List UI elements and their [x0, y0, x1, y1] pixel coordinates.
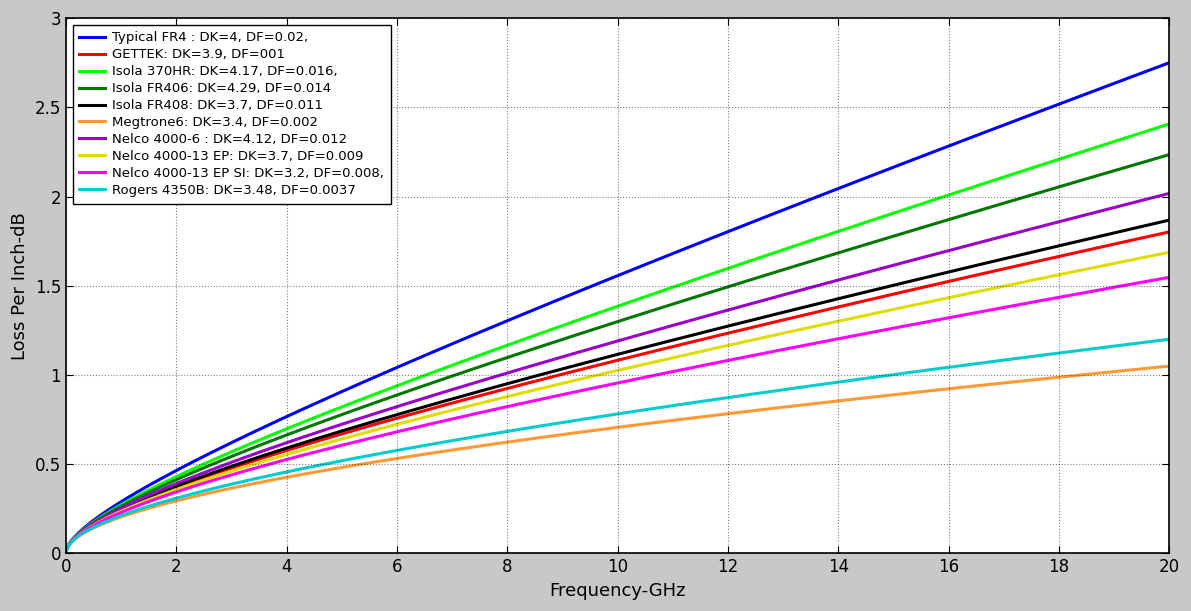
Megtrone6: DK=3.4, DF=0.002: (9.5, 0.687): DK=3.4, DF=0.002: (9.5, 0.687): [584, 427, 598, 434]
Rogers 4350B: DK=3.48, DF=0.0037: (8.4, 0.704): DK=3.48, DF=0.0037: (8.4, 0.704): [523, 424, 537, 431]
Isola FR406: DK=4.29, DF=0.014: (8.4, 1.14): DK=4.29, DF=0.014: (8.4, 1.14): [523, 346, 537, 354]
Typical FR4 : DK=4, DF=0.02,: (0, 0): DK=4, DF=0.02,: (0, 0): [58, 550, 73, 557]
Isola 370HR: DK=4.17, DF=0.016,: (20, 2.41): DK=4.17, DF=0.016,: (20, 2.41): [1162, 120, 1177, 128]
Typical FR4 : DK=4, DF=0.02,: (19.4, 2.68): DK=4, DF=0.02,: (19.4, 2.68): [1128, 71, 1142, 79]
Nelco 4000-6 : DK=4.12, DF=0.012: (18.4, 1.89): DK=4.12, DF=0.012: (18.4, 1.89): [1073, 213, 1087, 220]
Isola 370HR: DK=4.17, DF=0.016,: (18.4, 2.25): DK=4.17, DF=0.016,: (18.4, 2.25): [1073, 148, 1087, 156]
Typical FR4 : DK=4, DF=0.02,: (9.5, 1.49): DK=4, DF=0.02,: (9.5, 1.49): [584, 283, 598, 290]
Nelco 4000-13 EP: DK=3.7, DF=0.009: (0, 0): DK=3.7, DF=0.009: (0, 0): [58, 550, 73, 557]
Rogers 4350B: DK=3.48, DF=0.0037: (9.5, 0.758): DK=3.48, DF=0.0037: (9.5, 0.758): [584, 414, 598, 422]
Isola FR408: DK=3.7, DF=0.011: (9.5, 1.08): DK=3.7, DF=0.011: (9.5, 1.08): [584, 358, 598, 365]
Nelco 4000-13 EP: DK=3.7, DF=0.009: (8.4, 0.909): DK=3.7, DF=0.009: (8.4, 0.909): [523, 387, 537, 395]
Megtrone6: DK=3.4, DF=0.002: (0, 0): DK=3.4, DF=0.002: (0, 0): [58, 550, 73, 557]
Nelco 4000-13 EP SI: DK=3.2, DF=0.008,: (8.4, 0.85): DK=3.2, DF=0.008,: (8.4, 0.85): [523, 398, 537, 406]
Typical FR4 : DK=4, DF=0.02,: (20, 2.75): DK=4, DF=0.02,: (20, 2.75): [1162, 59, 1177, 67]
GETTEK: DK=3.9, DF=001: (8.56, 0.97): DK=3.9, DF=001: (8.56, 0.97): [531, 377, 545, 384]
Nelco 4000-6 : DK=4.12, DF=0.012: (0, 0): DK=4.12, DF=0.012: (0, 0): [58, 550, 73, 557]
Line: Typical FR4 : DK=4, DF=0.02,: Typical FR4 : DK=4, DF=0.02,: [66, 63, 1170, 554]
Isola 370HR: DK=4.17, DF=0.016,: (19.4, 2.35): DK=4.17, DF=0.016,: (19.4, 2.35): [1128, 131, 1142, 138]
Line: Nelco 4000-6 : DK=4.12, DF=0.012: Nelco 4000-6 : DK=4.12, DF=0.012: [66, 193, 1170, 554]
Megtrone6: DK=3.4, DF=0.002: (18.4, 1): DK=3.4, DF=0.002: (18.4, 1): [1073, 371, 1087, 379]
Nelco 4000-13 EP SI: DK=3.2, DF=0.008,: (19.4, 1.51): DK=3.2, DF=0.008,: (19.4, 1.51): [1128, 280, 1142, 287]
Rogers 4350B: DK=3.48, DF=0.0037: (14.5, 0.983): DK=3.48, DF=0.0037: (14.5, 0.983): [860, 375, 874, 382]
GETTEK: DK=3.9, DF=001: (19.4, 1.76): DK=3.9, DF=001: (19.4, 1.76): [1128, 236, 1142, 243]
Nelco 4000-13 EP SI: DK=3.2, DF=0.008,: (20, 1.55): DK=3.2, DF=0.008,: (20, 1.55): [1162, 274, 1177, 281]
Isola FR406: DK=4.29, DF=0.014: (8.56, 1.16): DK=4.29, DF=0.014: (8.56, 1.16): [531, 343, 545, 351]
Line: Nelco 4000-13 EP: DK=3.7, DF=0.009: Nelco 4000-13 EP: DK=3.7, DF=0.009: [66, 252, 1170, 554]
Isola FR408: DK=3.7, DF=0.011: (8.4, 0.985): DK=3.7, DF=0.011: (8.4, 0.985): [523, 374, 537, 381]
Isola 370HR: DK=4.17, DF=0.016,: (8.56, 1.23): DK=4.17, DF=0.016,: (8.56, 1.23): [531, 331, 545, 338]
Isola FR406: DK=4.29, DF=0.014: (0, 0): DK=4.29, DF=0.014: (0, 0): [58, 550, 73, 557]
Rogers 4350B: DK=3.48, DF=0.0037: (18.4, 1.14): DK=3.48, DF=0.0037: (18.4, 1.14): [1073, 346, 1087, 354]
Megtrone6: DK=3.4, DF=0.002: (8.56, 0.648): DK=3.4, DF=0.002: (8.56, 0.648): [531, 434, 545, 442]
Isola FR406: DK=4.29, DF=0.014: (14.5, 1.73): DK=4.29, DF=0.014: (14.5, 1.73): [860, 240, 874, 247]
Nelco 4000-13 EP: DK=3.7, DF=0.009: (19.4, 1.65): DK=3.7, DF=0.009: (19.4, 1.65): [1128, 255, 1142, 263]
Line: Nelco 4000-13 EP SI: DK=3.2, DF=0.008,: Nelco 4000-13 EP SI: DK=3.2, DF=0.008,: [66, 277, 1170, 554]
Line: Rogers 4350B: DK=3.48, DF=0.0037: Rogers 4350B: DK=3.48, DF=0.0037: [66, 339, 1170, 554]
Nelco 4000-13 EP: DK=3.7, DF=0.009: (9.5, 0.99): DK=3.7, DF=0.009: (9.5, 0.99): [584, 373, 598, 381]
Isola 370HR: DK=4.17, DF=0.016,: (8.4, 1.21): DK=4.17, DF=0.016,: (8.4, 1.21): [523, 334, 537, 341]
Isola 370HR: DK=4.17, DF=0.016,: (14.5, 1.86): DK=4.17, DF=0.016,: (14.5, 1.86): [860, 218, 874, 225]
Nelco 4000-13 EP SI: DK=3.2, DF=0.008,: (18.4, 1.46): DK=3.2, DF=0.008,: (18.4, 1.46): [1073, 290, 1087, 297]
Isola 370HR: DK=4.17, DF=0.016,: (0, 0): DK=4.17, DF=0.016,: (0, 0): [58, 550, 73, 557]
GETTEK: DK=3.9, DF=001: (8.4, 0.957): DK=3.9, DF=001: (8.4, 0.957): [523, 379, 537, 386]
Isola FR406: DK=4.29, DF=0.014: (19.4, 2.18): DK=4.29, DF=0.014: (19.4, 2.18): [1128, 161, 1142, 168]
Nelco 4000-13 EP: DK=3.7, DF=0.009: (18.4, 1.59): DK=3.7, DF=0.009: (18.4, 1.59): [1073, 266, 1087, 274]
Rogers 4350B: DK=3.48, DF=0.0037: (8.56, 0.712): DK=3.48, DF=0.0037: (8.56, 0.712): [531, 423, 545, 430]
Nelco 4000-13 EP: DK=3.7, DF=0.009: (8.56, 0.921): DK=3.7, DF=0.009: (8.56, 0.921): [531, 386, 545, 393]
GETTEK: DK=3.9, DF=001: (9.5, 1.04): DK=3.9, DF=001: (9.5, 1.04): [584, 364, 598, 371]
Nelco 4000-13 EP: DK=3.7, DF=0.009: (14.5, 1.34): DK=3.7, DF=0.009: (14.5, 1.34): [860, 311, 874, 318]
Isola FR408: DK=3.7, DF=0.011: (14.5, 1.47): DK=3.7, DF=0.011: (14.5, 1.47): [860, 288, 874, 295]
Nelco 4000-6 : DK=4.12, DF=0.012: (8.56, 1.06): DK=4.12, DF=0.012: (8.56, 1.06): [531, 360, 545, 368]
Megtrone6: DK=3.4, DF=0.002: (19.4, 1.03): DK=3.4, DF=0.002: (19.4, 1.03): [1128, 366, 1142, 373]
Isola FR408: DK=3.7, DF=0.011: (20, 1.87): DK=3.7, DF=0.011: (20, 1.87): [1162, 216, 1177, 224]
Rogers 4350B: DK=3.48, DF=0.0037: (0, 0): DK=3.48, DF=0.0037: (0, 0): [58, 550, 73, 557]
Line: Isola FR406: DK=4.29, DF=0.014: Isola FR406: DK=4.29, DF=0.014: [66, 155, 1170, 554]
Nelco 4000-6 : DK=4.12, DF=0.012: (9.5, 1.15): DK=4.12, DF=0.012: (9.5, 1.15): [584, 345, 598, 353]
X-axis label: Frequency-GHz: Frequency-GHz: [549, 582, 686, 600]
Isola FR406: DK=4.29, DF=0.014: (20, 2.24): DK=4.29, DF=0.014: (20, 2.24): [1162, 151, 1177, 158]
Nelco 4000-13 EP SI: DK=3.2, DF=0.008,: (9.5, 0.923): DK=3.2, DF=0.008,: (9.5, 0.923): [584, 385, 598, 392]
Isola FR408: DK=3.7, DF=0.011: (0, 0): DK=3.7, DF=0.011: (0, 0): [58, 550, 73, 557]
Typical FR4 : DK=4, DF=0.02,: (18.4, 2.56): DK=4, DF=0.02,: (18.4, 2.56): [1073, 92, 1087, 100]
Nelco 4000-6 : DK=4.12, DF=0.012: (14.5, 1.58): DK=4.12, DF=0.012: (14.5, 1.58): [860, 268, 874, 276]
Typical FR4 : DK=4, DF=0.02,: (8.4, 1.36): DK=4, DF=0.02,: (8.4, 1.36): [523, 308, 537, 315]
GETTEK: DK=3.9, DF=001: (18.4, 1.69): DK=3.9, DF=001: (18.4, 1.69): [1073, 248, 1087, 255]
Typical FR4 : DK=4, DF=0.02,: (14.5, 2.11): DK=4, DF=0.02,: (14.5, 2.11): [860, 174, 874, 181]
Nelco 4000-13 EP: DK=3.7, DF=0.009: (20, 1.69): DK=3.7, DF=0.009: (20, 1.69): [1162, 249, 1177, 256]
Nelco 4000-13 EP SI: DK=3.2, DF=0.008,: (14.5, 1.23): DK=3.2, DF=0.008,: (14.5, 1.23): [860, 329, 874, 337]
Y-axis label: Loss Per Inch-dB: Loss Per Inch-dB: [11, 212, 29, 360]
GETTEK: DK=3.9, DF=001: (20, 1.8): DK=3.9, DF=001: (20, 1.8): [1162, 229, 1177, 236]
Line: GETTEK: DK=3.9, DF=001: GETTEK: DK=3.9, DF=001: [66, 232, 1170, 554]
Rogers 4350B: DK=3.48, DF=0.0037: (20, 1.2): DK=3.48, DF=0.0037: (20, 1.2): [1162, 335, 1177, 343]
Megtrone6: DK=3.4, DF=0.002: (20, 1.05): DK=3.4, DF=0.002: (20, 1.05): [1162, 362, 1177, 370]
Nelco 4000-6 : DK=4.12, DF=0.012: (20, 2.02): DK=4.12, DF=0.012: (20, 2.02): [1162, 189, 1177, 197]
Legend: Typical FR4 : DK=4, DF=0.02,, GETTEK: DK=3.9, DF=001, Isola 370HR: DK=4.17, DF=0: Typical FR4 : DK=4, DF=0.02,, GETTEK: DK…: [73, 24, 391, 203]
GETTEK: DK=3.9, DF=001: (14.5, 1.42): DK=3.9, DF=001: (14.5, 1.42): [860, 296, 874, 304]
Rogers 4350B: DK=3.48, DF=0.0037: (19.4, 1.18): DK=3.48, DF=0.0037: (19.4, 1.18): [1128, 340, 1142, 347]
Nelco 4000-13 EP SI: DK=3.2, DF=0.008,: (0, 0): DK=3.2, DF=0.008,: (0, 0): [58, 550, 73, 557]
Isola FR406: DK=4.29, DF=0.014: (9.5, 1.25): DK=4.29, DF=0.014: (9.5, 1.25): [584, 327, 598, 334]
Isola FR408: DK=3.7, DF=0.011: (8.56, 0.998): DK=3.7, DF=0.011: (8.56, 0.998): [531, 371, 545, 379]
Typical FR4 : DK=4, DF=0.02,: (8.56, 1.38): DK=4, DF=0.02,: (8.56, 1.38): [531, 304, 545, 312]
Line: Isola 370HR: DK=4.17, DF=0.016,: Isola 370HR: DK=4.17, DF=0.016,: [66, 124, 1170, 554]
Nelco 4000-13 EP SI: DK=3.2, DF=0.008,: (8.56, 0.861): DK=3.2, DF=0.008,: (8.56, 0.861): [531, 396, 545, 403]
Megtrone6: DK=3.4, DF=0.002: (8.4, 0.641): DK=3.4, DF=0.002: (8.4, 0.641): [523, 436, 537, 443]
Nelco 4000-6 : DK=4.12, DF=0.012: (19.4, 1.97): DK=4.12, DF=0.012: (19.4, 1.97): [1128, 199, 1142, 206]
Isola 370HR: DK=4.17, DF=0.016,: (9.5, 1.33): DK=4.17, DF=0.016,: (9.5, 1.33): [584, 312, 598, 320]
Isola FR406: DK=4.29, DF=0.014: (18.4, 2.09): DK=4.29, DF=0.014: (18.4, 2.09): [1073, 177, 1087, 185]
Nelco 4000-6 : DK=4.12, DF=0.012: (8.4, 1.05): DK=4.12, DF=0.012: (8.4, 1.05): [523, 363, 537, 370]
Line: Isola FR408: DK=3.7, DF=0.011: Isola FR408: DK=3.7, DF=0.011: [66, 220, 1170, 554]
Isola FR408: DK=3.7, DF=0.011: (18.4, 1.75): DK=3.7, DF=0.011: (18.4, 1.75): [1073, 237, 1087, 244]
Isola FR408: DK=3.7, DF=0.011: (19.4, 1.82): DK=3.7, DF=0.011: (19.4, 1.82): [1128, 224, 1142, 232]
Megtrone6: DK=3.4, DF=0.002: (14.5, 0.873): DK=3.4, DF=0.002: (14.5, 0.873): [860, 394, 874, 401]
Line: Megtrone6: DK=3.4, DF=0.002: Megtrone6: DK=3.4, DF=0.002: [66, 366, 1170, 554]
GETTEK: DK=3.9, DF=001: (0, 0): DK=3.9, DF=001: (0, 0): [58, 550, 73, 557]
